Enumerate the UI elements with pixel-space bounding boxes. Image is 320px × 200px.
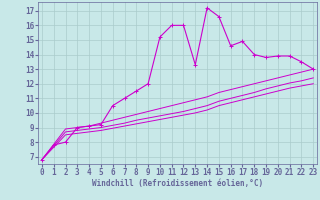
- X-axis label: Windchill (Refroidissement éolien,°C): Windchill (Refroidissement éolien,°C): [92, 179, 263, 188]
